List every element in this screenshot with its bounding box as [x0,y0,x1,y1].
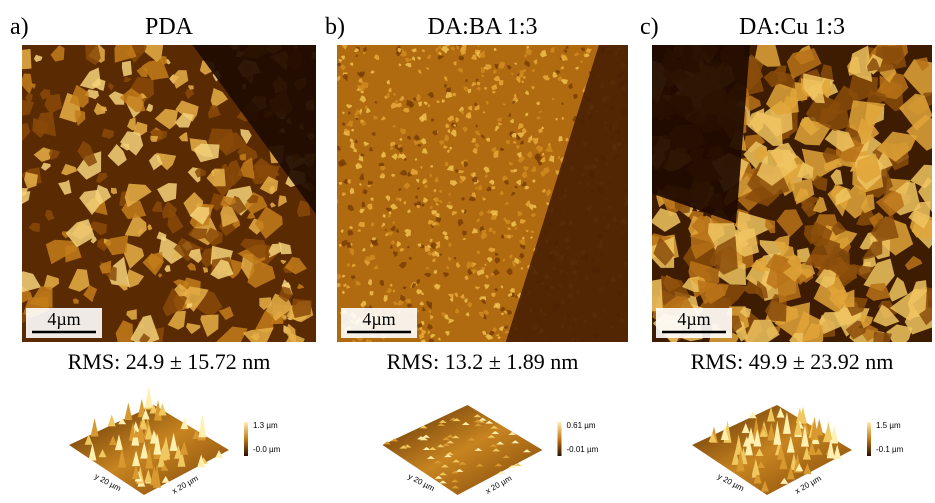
afm-image [13,35,325,353]
render-peak [198,414,206,437]
panel-title: PDA [145,14,194,40]
render-peak [108,414,116,426]
render-peak [91,418,99,436]
panel-title: DA:BA 1:3 [427,14,537,40]
grain [499,80,503,86]
panel-label: a) [10,14,29,40]
render-peak [749,412,757,418]
panel-title: DA:Cu 1:3 [739,14,845,40]
grain [873,331,892,348]
z-scale [558,422,562,456]
z-scale [867,422,871,456]
render-peak [830,425,838,443]
panel-label: c) [640,14,659,40]
dark-region [652,45,750,223]
z-max-label: 1.5 µm [876,421,901,430]
panel-label: b) [325,14,345,40]
z-min-label: -0.1 µm [876,445,904,454]
afm-image [632,32,935,354]
rms-label: RMS: 24.9 ± 15.72 nm [68,349,271,374]
scale-bar-label: 4µm [677,309,710,329]
grain [13,49,32,70]
rms-label: RMS: 13.2 ± 1.89 nm [387,349,579,374]
render-peak [124,403,132,420]
z-scale [244,422,248,456]
rms-label: RMS: 49.9 ± 23.92 nm [691,349,894,374]
z-min-label: -0.01 µm [567,445,599,454]
render-peak [824,422,832,440]
grain [122,61,132,77]
z-max-label: 1.3 µm [253,421,278,430]
z-min-label: -0.0 µm [253,445,281,454]
afm-image [335,43,631,345]
figure: a) PDA 4µm RMS: 24.9 ± 15.72 nm 1.3 µm -0.0 µ… [0,0,935,503]
grain [632,279,663,312]
scale-bar-label: 4µm [47,309,80,329]
z-max-label: 0.61 µm [567,421,596,430]
grain [335,199,339,204]
render-surface [383,405,543,495]
scale-bar-label: 4µm [362,309,395,329]
render-peak [145,387,153,408]
